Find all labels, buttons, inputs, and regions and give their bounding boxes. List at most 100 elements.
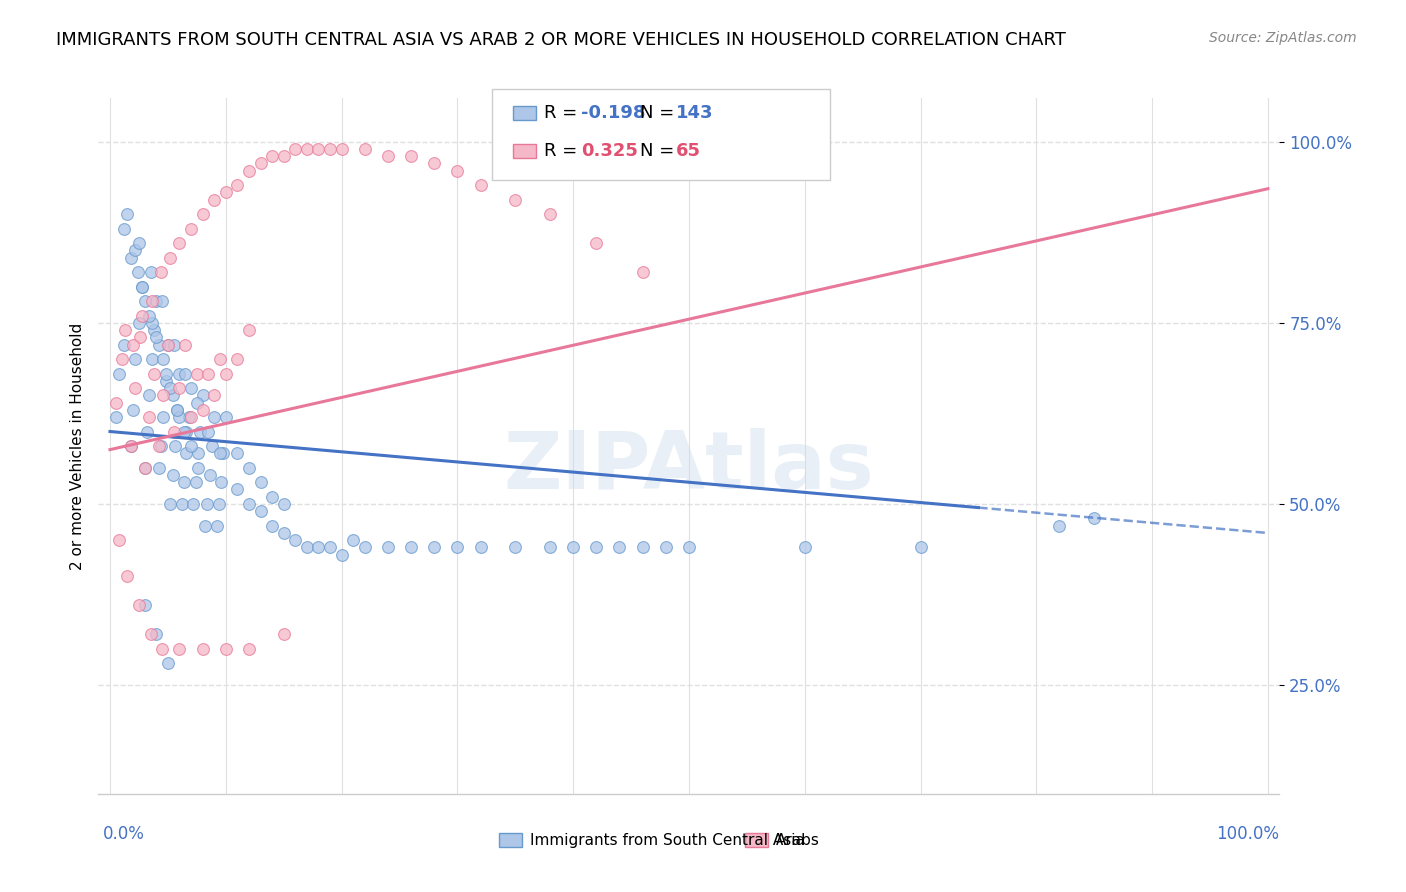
Text: 100.0%: 100.0% xyxy=(1216,825,1279,843)
Point xyxy=(166,402,188,417)
Point xyxy=(131,309,153,323)
Point xyxy=(284,142,307,156)
Point xyxy=(134,460,156,475)
Point xyxy=(124,381,146,395)
Point xyxy=(170,497,193,511)
Point xyxy=(262,490,284,504)
Point xyxy=(173,475,195,490)
Point xyxy=(138,309,160,323)
Point xyxy=(128,316,150,330)
Point xyxy=(191,388,214,402)
Point xyxy=(163,337,186,351)
Point xyxy=(273,149,295,163)
Point xyxy=(149,265,172,279)
Point xyxy=(134,294,156,309)
Point xyxy=(446,163,468,178)
Point xyxy=(249,156,271,170)
Point xyxy=(124,352,146,367)
Point xyxy=(678,541,700,555)
Point xyxy=(284,533,307,548)
Point xyxy=(198,468,221,483)
Point xyxy=(152,388,174,402)
Point xyxy=(145,294,167,309)
Point xyxy=(188,425,211,439)
Point xyxy=(122,337,145,351)
Point xyxy=(319,541,342,555)
Point xyxy=(262,518,284,533)
Point xyxy=(139,265,162,279)
Point xyxy=(156,337,179,351)
Point xyxy=(631,265,654,279)
Point xyxy=(503,193,526,207)
Point xyxy=(194,518,217,533)
Point xyxy=(114,323,136,337)
Point xyxy=(162,388,184,402)
Point xyxy=(155,374,177,388)
Point xyxy=(215,367,238,381)
Point xyxy=(155,367,177,381)
Point xyxy=(138,410,160,425)
Point xyxy=(273,526,295,541)
Y-axis label: 2 or more Vehicles in Household: 2 or more Vehicles in Household xyxy=(69,322,84,570)
Text: 65: 65 xyxy=(676,142,702,160)
Point xyxy=(319,142,342,156)
Point xyxy=(238,642,260,657)
Point xyxy=(208,352,231,367)
Point xyxy=(226,352,249,367)
Point xyxy=(470,541,492,555)
Point xyxy=(150,642,173,657)
Point xyxy=(143,367,166,381)
Point xyxy=(215,410,238,425)
Point xyxy=(183,497,205,511)
Point xyxy=(159,497,181,511)
Point xyxy=(176,446,198,460)
Point xyxy=(215,186,238,200)
Point xyxy=(177,410,200,425)
Point xyxy=(446,541,468,555)
Point xyxy=(503,541,526,555)
Point xyxy=(377,541,399,555)
Point xyxy=(538,207,561,221)
Point xyxy=(131,279,153,293)
Point xyxy=(139,627,162,641)
Point xyxy=(238,163,260,178)
Point xyxy=(180,381,202,395)
Point xyxy=(195,497,218,511)
Point xyxy=(342,533,364,548)
Point xyxy=(191,642,214,657)
Point xyxy=(186,395,208,409)
Point xyxy=(169,381,191,395)
Point xyxy=(169,410,191,425)
Point xyxy=(150,294,173,309)
Point xyxy=(180,439,202,453)
Point xyxy=(191,207,214,221)
Point xyxy=(148,337,170,351)
Point xyxy=(176,425,198,439)
Text: 143: 143 xyxy=(676,104,714,122)
Point xyxy=(186,367,208,381)
Point xyxy=(124,244,146,258)
Point xyxy=(122,402,145,417)
Point xyxy=(202,410,225,425)
Point xyxy=(129,330,152,344)
Point xyxy=(585,541,607,555)
Point xyxy=(238,460,260,475)
Point xyxy=(1049,518,1071,533)
Point xyxy=(180,221,202,235)
Point xyxy=(295,541,318,555)
Point xyxy=(187,446,209,460)
Point xyxy=(162,468,184,483)
Point xyxy=(226,483,249,497)
Point xyxy=(163,439,186,453)
Point xyxy=(117,569,139,583)
Point xyxy=(631,541,654,555)
Point xyxy=(201,439,224,453)
Point xyxy=(141,352,163,367)
Point xyxy=(152,352,174,367)
Point xyxy=(127,265,149,279)
Point xyxy=(152,410,174,425)
Point xyxy=(156,657,179,671)
Point xyxy=(112,337,135,351)
Text: ZIPAtlas: ZIPAtlas xyxy=(503,428,875,506)
Point xyxy=(1083,511,1105,525)
